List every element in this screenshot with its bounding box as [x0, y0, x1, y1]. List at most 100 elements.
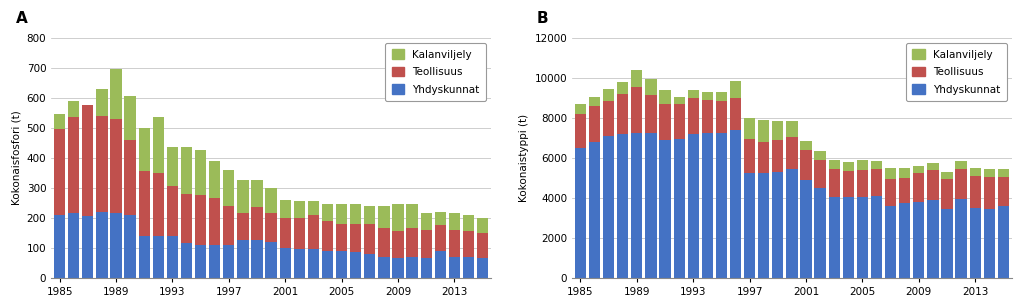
- Bar: [477, 258, 488, 278]
- Bar: [660, 90, 671, 104]
- Bar: [646, 79, 657, 95]
- Bar: [237, 213, 249, 240]
- Bar: [152, 236, 164, 278]
- Bar: [252, 180, 263, 207]
- Bar: [96, 116, 107, 212]
- Bar: [829, 197, 840, 278]
- Bar: [294, 218, 305, 249]
- Bar: [138, 172, 149, 236]
- Bar: [885, 179, 896, 206]
- Bar: [589, 106, 601, 142]
- Bar: [406, 205, 417, 229]
- Bar: [603, 136, 614, 278]
- Bar: [265, 242, 277, 278]
- Bar: [393, 231, 404, 258]
- Bar: [899, 168, 910, 178]
- Bar: [69, 213, 80, 278]
- Bar: [195, 245, 207, 278]
- Bar: [955, 161, 967, 169]
- Bar: [350, 205, 361, 224]
- Bar: [673, 139, 684, 278]
- Legend: Kalanviljely, Teollisuus, Yhdyskunnat: Kalanviljely, Teollisuus, Yhdyskunnat: [386, 43, 486, 101]
- Bar: [420, 230, 432, 258]
- Bar: [350, 252, 361, 278]
- Bar: [899, 203, 910, 278]
- Bar: [575, 114, 586, 148]
- Bar: [237, 240, 249, 278]
- Text: B: B: [537, 11, 548, 26]
- Bar: [970, 208, 981, 278]
- Bar: [617, 134, 628, 278]
- Bar: [941, 209, 952, 278]
- Bar: [462, 257, 474, 278]
- Bar: [322, 205, 333, 221]
- Bar: [814, 188, 826, 278]
- Bar: [758, 142, 769, 173]
- Bar: [237, 180, 249, 213]
- Bar: [138, 128, 149, 172]
- Bar: [449, 213, 460, 230]
- Bar: [209, 198, 220, 245]
- Bar: [702, 100, 713, 133]
- Bar: [927, 170, 938, 200]
- Bar: [82, 217, 93, 278]
- Bar: [589, 97, 601, 106]
- Bar: [687, 98, 699, 134]
- Bar: [646, 95, 657, 133]
- Bar: [772, 121, 784, 140]
- Bar: [631, 70, 642, 87]
- Bar: [54, 115, 65, 129]
- Bar: [125, 140, 136, 215]
- Bar: [195, 150, 207, 195]
- Bar: [435, 212, 446, 225]
- Bar: [716, 92, 727, 101]
- Bar: [955, 169, 967, 199]
- Bar: [420, 213, 432, 230]
- Bar: [449, 257, 460, 278]
- Bar: [589, 142, 601, 278]
- Bar: [687, 134, 699, 278]
- Bar: [800, 150, 811, 180]
- Bar: [871, 169, 882, 196]
- Bar: [941, 172, 952, 179]
- Bar: [223, 170, 234, 206]
- Bar: [787, 121, 798, 137]
- Bar: [631, 87, 642, 133]
- Bar: [223, 206, 234, 245]
- Bar: [787, 169, 798, 278]
- Bar: [829, 169, 840, 197]
- Bar: [716, 101, 727, 133]
- Bar: [617, 94, 628, 134]
- Bar: [54, 129, 65, 215]
- Bar: [54, 215, 65, 278]
- Bar: [82, 105, 93, 217]
- Bar: [462, 215, 474, 231]
- Bar: [885, 206, 896, 278]
- Bar: [167, 148, 178, 186]
- Bar: [617, 82, 628, 94]
- Bar: [575, 104, 586, 114]
- Bar: [673, 97, 684, 104]
- Bar: [955, 199, 967, 278]
- Bar: [885, 168, 896, 179]
- Bar: [800, 180, 811, 278]
- Bar: [772, 140, 784, 172]
- Bar: [322, 251, 333, 278]
- Bar: [308, 201, 319, 215]
- Bar: [603, 89, 614, 101]
- Bar: [702, 133, 713, 278]
- Bar: [195, 195, 207, 245]
- Bar: [814, 160, 826, 188]
- Bar: [716, 133, 727, 278]
- Bar: [350, 224, 361, 252]
- Bar: [660, 140, 671, 278]
- Bar: [393, 258, 404, 278]
- Bar: [167, 236, 178, 278]
- Bar: [899, 178, 910, 203]
- Bar: [308, 215, 319, 249]
- Bar: [984, 177, 995, 209]
- Bar: [477, 218, 488, 233]
- Bar: [435, 225, 446, 251]
- Bar: [138, 236, 149, 278]
- Y-axis label: Kokonaistyppi (t): Kokonaistyppi (t): [519, 114, 529, 202]
